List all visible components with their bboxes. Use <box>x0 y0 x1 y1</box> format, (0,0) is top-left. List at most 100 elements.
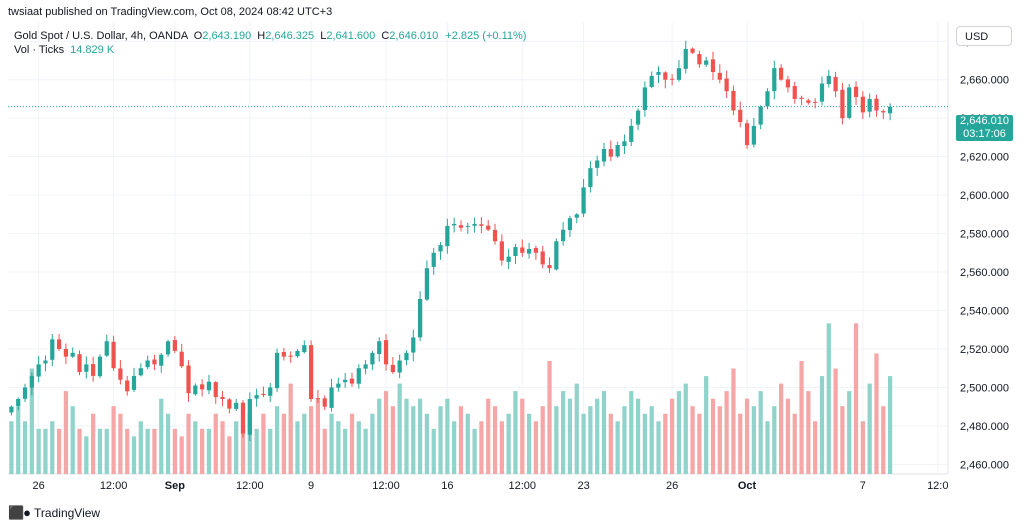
volume-bar <box>138 421 143 474</box>
last-price-value: 2,646.010 <box>960 115 1009 127</box>
candle-body <box>165 341 171 355</box>
volume-bar <box>29 368 34 474</box>
volume-bar <box>356 421 361 474</box>
candle-body <box>254 395 259 399</box>
volume-bar <box>22 421 28 474</box>
volume-value: 14.829 K <box>70 44 115 56</box>
candle-body <box>656 72 661 75</box>
volume-bar <box>479 421 484 474</box>
volume-bar <box>615 421 620 474</box>
candle-body <box>697 54 702 65</box>
candle-body <box>595 160 600 168</box>
open-value: 2,643.190 <box>202 30 252 42</box>
volume-bar <box>710 398 716 474</box>
volume-bar <box>758 391 763 474</box>
candle-body <box>50 339 55 360</box>
volume-bar <box>813 421 818 474</box>
x-tick-label: 26 <box>666 480 678 492</box>
candle-body <box>499 241 504 261</box>
x-tick-label: 12:0 <box>927 480 948 492</box>
currency-button[interactable]: USD <box>956 26 1012 46</box>
candle-body <box>574 214 579 218</box>
candle-body <box>683 48 688 69</box>
candle-body <box>56 339 62 349</box>
tradingview-logo-icon: ⬛● <box>8 505 31 520</box>
volume-bar <box>506 413 511 474</box>
volume-label[interactable]: Vol · Ticks <box>14 44 65 56</box>
candle-body <box>29 375 34 388</box>
candle-body <box>710 59 716 73</box>
candle-body <box>874 98 879 111</box>
volume-bar <box>819 376 825 474</box>
volume-bar <box>629 391 634 474</box>
candle-body <box>649 75 654 87</box>
candle-body <box>16 398 21 406</box>
candle-body <box>315 398 321 400</box>
candlestick-series <box>9 40 893 442</box>
volume-bar <box>806 391 811 474</box>
footer-brand[interactable]: ⬛● TradingView <box>8 505 100 521</box>
candle-body <box>452 223 457 226</box>
candle-body <box>642 87 647 111</box>
candle-body <box>268 387 273 396</box>
volume-bar <box>751 406 756 474</box>
volume-bar <box>240 406 246 474</box>
published-by-line: twsiaat published on TradingView.com, Oc… <box>8 6 333 18</box>
candle-body <box>772 68 777 92</box>
candle-body <box>43 360 48 364</box>
candle-body <box>97 356 103 377</box>
volume-bar <box>635 398 641 474</box>
candle-body <box>309 345 314 399</box>
volume-legend[interactable]: Vol · Ticks 14.829 K <box>14 44 114 56</box>
symbol-legend[interactable]: Gold Spot / U.S. Dollar, 4h, OANDA O2,64… <box>14 30 526 42</box>
candle-body <box>588 168 593 188</box>
candle-body <box>261 393 266 396</box>
y-tick-label: 2,500.000 <box>960 382 1009 394</box>
x-tick-label: Oct <box>738 480 757 492</box>
x-tick-label: 12:00 <box>509 480 537 492</box>
volume-bar <box>649 406 654 474</box>
volume-bar <box>152 428 157 474</box>
candle-body <box>295 350 300 357</box>
volume-bar <box>554 406 559 474</box>
candle-body <box>526 248 532 254</box>
volume-bar <box>36 428 41 474</box>
volume-bar <box>281 413 286 474</box>
y-tick-label: 2,460.000 <box>960 459 1009 471</box>
candle-body <box>663 72 668 80</box>
x-tick-label: 9 <box>308 480 314 492</box>
volume-bar <box>792 413 797 474</box>
bar-countdown: 03:17:06 <box>963 128 1006 140</box>
x-tick-label: 7 <box>860 480 866 492</box>
candle-body <box>676 68 682 80</box>
volume-bar <box>220 421 225 474</box>
price-axis: 2,680.0002,660.0002,640.0002,620.0002,60… <box>960 36 1009 471</box>
x-tick-label: Sep <box>165 480 185 492</box>
candle-body <box>458 225 464 228</box>
low-label: L <box>320 30 327 42</box>
volume-bar <box>329 413 334 474</box>
candle-body <box>281 352 286 357</box>
volume-bar <box>404 398 409 474</box>
volume-bar <box>717 406 722 474</box>
candle-body <box>881 111 886 113</box>
volume-bar <box>288 383 293 474</box>
volume-bar <box>302 413 307 474</box>
volume-bar <box>77 428 82 474</box>
candle-body <box>792 86 797 99</box>
candle-body <box>404 352 409 361</box>
candle-body <box>567 218 573 231</box>
volume-bar <box>261 413 266 474</box>
candle-body <box>111 341 116 369</box>
volume-bar <box>847 391 852 474</box>
volume-bar <box>193 421 198 474</box>
candle-body <box>744 123 750 146</box>
candle-body <box>581 187 586 214</box>
volume-bar <box>574 383 579 474</box>
candle-body <box>704 60 709 65</box>
candle-body <box>172 340 177 351</box>
volume-bar <box>465 413 470 474</box>
y-tick-label: 2,620.000 <box>960 152 1009 164</box>
symbol-title[interactable]: Gold Spot / U.S. Dollar, 4h, OANDA <box>14 30 188 42</box>
